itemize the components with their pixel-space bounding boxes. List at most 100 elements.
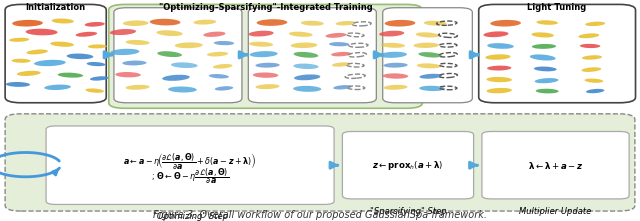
Ellipse shape bbox=[86, 62, 106, 66]
FancyBboxPatch shape bbox=[114, 8, 242, 103]
Ellipse shape bbox=[585, 22, 605, 26]
Ellipse shape bbox=[331, 52, 351, 56]
Ellipse shape bbox=[329, 42, 349, 46]
Ellipse shape bbox=[150, 19, 180, 25]
Ellipse shape bbox=[34, 60, 66, 66]
FancyBboxPatch shape bbox=[342, 131, 474, 199]
Ellipse shape bbox=[383, 73, 408, 79]
Ellipse shape bbox=[293, 86, 321, 92]
FancyBboxPatch shape bbox=[5, 4, 106, 103]
Ellipse shape bbox=[417, 63, 441, 68]
Ellipse shape bbox=[175, 42, 203, 48]
Text: Figure 3. Overall workflow of our proposed GaussianSpa framework.: Figure 3. Overall workflow of our propos… bbox=[153, 210, 487, 220]
Ellipse shape bbox=[162, 75, 190, 81]
Ellipse shape bbox=[485, 54, 511, 60]
Ellipse shape bbox=[58, 73, 83, 78]
Ellipse shape bbox=[586, 89, 604, 93]
Ellipse shape bbox=[255, 63, 280, 68]
Ellipse shape bbox=[579, 33, 599, 38]
Ellipse shape bbox=[326, 33, 346, 38]
Ellipse shape bbox=[582, 67, 601, 72]
Ellipse shape bbox=[333, 85, 351, 90]
Ellipse shape bbox=[90, 76, 108, 81]
Ellipse shape bbox=[532, 44, 556, 49]
Ellipse shape bbox=[534, 78, 559, 83]
Ellipse shape bbox=[487, 43, 514, 49]
Ellipse shape bbox=[379, 52, 407, 58]
Ellipse shape bbox=[76, 32, 97, 37]
Ellipse shape bbox=[582, 55, 602, 60]
Text: "Optimizing-Sparsifying"-Integrated Training: "Optimizing-Sparsifying"-Integrated Trai… bbox=[159, 3, 372, 12]
Ellipse shape bbox=[209, 74, 229, 78]
Ellipse shape bbox=[487, 66, 511, 70]
Ellipse shape bbox=[584, 78, 604, 83]
FancyBboxPatch shape bbox=[383, 8, 472, 103]
Ellipse shape bbox=[249, 42, 273, 47]
Ellipse shape bbox=[536, 89, 559, 93]
Ellipse shape bbox=[204, 32, 225, 37]
Text: Multiplier Update: Multiplier Update bbox=[520, 207, 591, 216]
Ellipse shape bbox=[9, 38, 29, 42]
Ellipse shape bbox=[530, 54, 556, 61]
Ellipse shape bbox=[67, 53, 93, 59]
Ellipse shape bbox=[125, 85, 150, 90]
Ellipse shape bbox=[248, 31, 274, 36]
FancyBboxPatch shape bbox=[248, 8, 376, 103]
Ellipse shape bbox=[253, 72, 278, 78]
Ellipse shape bbox=[424, 21, 447, 26]
Ellipse shape bbox=[383, 85, 408, 90]
Ellipse shape bbox=[415, 32, 440, 38]
Ellipse shape bbox=[486, 88, 512, 93]
Text: Initialization: Initialization bbox=[26, 3, 86, 12]
FancyBboxPatch shape bbox=[46, 126, 334, 204]
Ellipse shape bbox=[580, 44, 600, 48]
FancyBboxPatch shape bbox=[109, 4, 422, 108]
FancyBboxPatch shape bbox=[482, 131, 629, 199]
Ellipse shape bbox=[84, 22, 105, 27]
Ellipse shape bbox=[531, 32, 554, 38]
Ellipse shape bbox=[301, 21, 324, 26]
Ellipse shape bbox=[486, 77, 512, 82]
FancyBboxPatch shape bbox=[479, 4, 636, 103]
Text: Light Tuning: Light Tuning bbox=[527, 3, 586, 12]
Ellipse shape bbox=[534, 67, 557, 71]
Ellipse shape bbox=[168, 86, 196, 93]
Ellipse shape bbox=[536, 20, 558, 25]
Ellipse shape bbox=[419, 52, 442, 57]
Ellipse shape bbox=[171, 62, 198, 68]
Ellipse shape bbox=[213, 64, 232, 69]
Ellipse shape bbox=[294, 52, 318, 58]
Ellipse shape bbox=[88, 44, 107, 48]
Ellipse shape bbox=[289, 32, 313, 37]
Ellipse shape bbox=[109, 29, 136, 35]
Ellipse shape bbox=[250, 51, 278, 57]
Ellipse shape bbox=[381, 43, 405, 48]
FancyBboxPatch shape bbox=[5, 114, 635, 211]
Ellipse shape bbox=[125, 40, 150, 45]
Ellipse shape bbox=[115, 72, 141, 77]
Ellipse shape bbox=[291, 42, 317, 48]
Ellipse shape bbox=[110, 49, 140, 55]
Ellipse shape bbox=[50, 42, 74, 47]
Ellipse shape bbox=[332, 62, 350, 67]
Text: $\boldsymbol{z}\leftarrow\mathbf{prox}_h(\boldsymbol{a}+\boldsymbol{\lambda})$: $\boldsymbol{z}\leftarrow\mathbf{prox}_h… bbox=[372, 159, 444, 172]
Ellipse shape bbox=[413, 43, 439, 48]
Ellipse shape bbox=[193, 20, 216, 25]
Ellipse shape bbox=[17, 71, 41, 76]
Ellipse shape bbox=[214, 41, 234, 45]
Ellipse shape bbox=[419, 74, 442, 79]
Text: $\boldsymbol{\lambda}\leftarrow\boldsymbol{\lambda}+\boldsymbol{a}-\boldsymbol{z: $\boldsymbol{\lambda}\leftarrow\boldsymb… bbox=[528, 160, 583, 171]
Ellipse shape bbox=[26, 50, 48, 54]
Text: "Optimizing" Step: "Optimizing" Step bbox=[152, 212, 228, 221]
Ellipse shape bbox=[12, 59, 31, 63]
Ellipse shape bbox=[294, 74, 321, 80]
Ellipse shape bbox=[157, 51, 182, 57]
Ellipse shape bbox=[122, 61, 147, 65]
Ellipse shape bbox=[335, 21, 356, 25]
Text: $;\,\boldsymbol{\Theta}\leftarrow\boldsymbol{\Theta}-\eta\dfrac{\partial\mathcal: $;\,\boldsymbol{\Theta}\leftarrow\boldsy… bbox=[151, 166, 229, 186]
Ellipse shape bbox=[490, 20, 521, 27]
Ellipse shape bbox=[156, 30, 183, 36]
Ellipse shape bbox=[215, 86, 233, 91]
Ellipse shape bbox=[6, 82, 30, 87]
Ellipse shape bbox=[483, 31, 509, 37]
